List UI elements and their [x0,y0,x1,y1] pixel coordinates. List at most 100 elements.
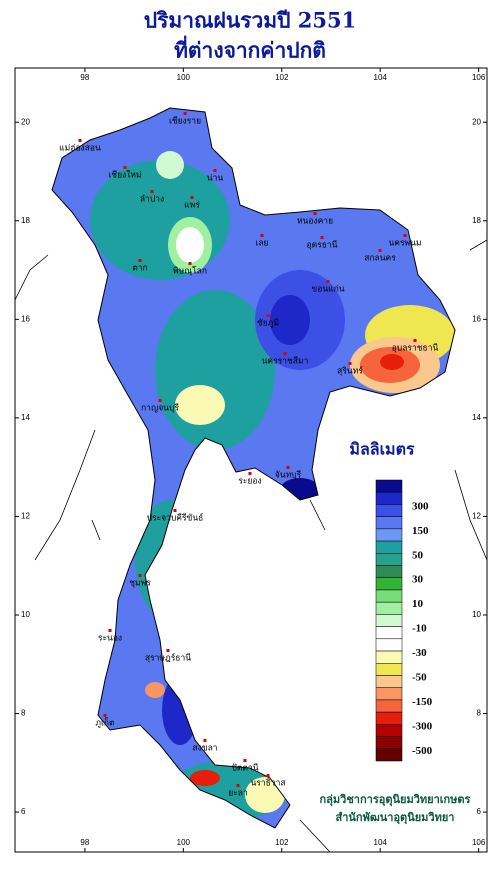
legend-swatch [375,663,403,676]
place-label: ประจวบคีรีขันธ์ [147,513,204,524]
station [413,339,417,342]
place-label: ตาก [132,264,147,274]
place-label: จันทบุรี [275,470,302,481]
legend-label: 50 [412,549,424,561]
station [348,362,352,365]
y-tick-label: 10 [472,610,481,619]
x-tick-label: 106 [472,838,486,847]
legend-swatch [375,577,403,591]
place-label: กาญจนบุรี [141,403,179,414]
place-label: พิษณุโลก [173,266,207,277]
legend-swatch [375,687,403,701]
legend-label: -10 [412,623,427,635]
station [78,139,82,142]
station [166,649,170,652]
y-tick-label: 10 [21,610,30,619]
place-label: ยะลา [228,789,248,799]
legend-swatch [375,711,403,725]
legend-label: 150 [412,525,429,537]
station [138,259,142,262]
y-tick-label: 8 [477,709,482,718]
station [108,629,112,632]
place-label: ชัยภูมิ [257,319,279,329]
station [320,236,324,239]
legend-label: -30 [412,647,427,659]
station [173,509,177,512]
legend-label: -150 [412,696,433,708]
station [243,759,247,762]
place-label: สกลนคร [364,254,396,264]
place-label: ลำปาง [140,195,164,205]
y-tick-label: 18 [472,216,481,225]
x-tick-label: 104 [374,838,388,847]
x-tick-label: 100 [177,838,191,847]
place-label: สุรินทร์ [337,366,363,377]
station [213,169,217,172]
station [158,399,162,402]
y-tick-label: 6 [21,807,26,816]
place-label: อุบลราชธานี [392,343,439,354]
station [403,234,407,237]
y-tick-label: 20 [472,117,481,126]
legend-title: มิลลิเมตร [349,440,415,459]
station [313,212,317,215]
place-label: น่าน [207,174,224,184]
y-tick-label: 8 [21,709,26,718]
legend-swatch [375,565,403,578]
neighbour-lines [14,239,488,853]
place-label: สุราษฎร์ธานี [145,653,191,664]
y-tick-label: 14 [472,413,481,422]
legend-swatch [375,736,403,750]
place-label: แม่ฮ่องสอน [59,144,101,154]
place-label: ชุมพร [129,579,151,589]
legend-swatch [375,589,403,603]
place-label: สงขลา [192,744,217,754]
credit: กลุ่มวิชาการอุตุนิยมวิทยาเกษตร [320,793,471,807]
legend-swatch [375,626,403,640]
legend-swatch [375,601,403,615]
station [203,739,207,742]
legend-label: -300 [412,720,433,732]
title: ปริมาณฝนรวมปี 2551 [144,8,356,33]
x-tick-label: 98 [80,838,89,847]
place-label: อุดรธานี [307,240,338,251]
y-tick-label: 12 [21,512,30,521]
legend-swatch [375,675,403,688]
legend-swatch [375,699,403,713]
legend-label: -50 [412,671,427,683]
station [266,314,270,317]
y-tick-label: 12 [472,512,481,521]
station [103,714,107,717]
y-tick-label: 20 [21,117,30,126]
credit: สำนักพัฒนาอุตุนิยมวิทยา [336,811,455,825]
legend-swatch [375,614,403,627]
x-tick-label: 98 [80,73,89,82]
legend-swatch [375,491,403,505]
y-tick-label: 16 [21,314,30,323]
station [190,196,194,199]
place-label: ปัตตานี [231,763,258,774]
station [236,784,240,787]
place-label: ภูเก็ต [95,717,114,729]
y-tick-label: 16 [472,314,481,323]
place-label: เชียงราย [169,116,201,127]
subtitle: ที่ต่างจากค่าปกติ [174,35,326,63]
place-label: เลย [255,239,268,249]
legend-swatch [375,748,403,762]
legend-swatch [375,528,403,542]
place-label: ระนอง [98,634,122,644]
x-tick-label: 100 [177,73,191,82]
place-label: แพร่ [184,201,200,211]
place-label: หนองคาย [297,217,333,227]
x-tick-label: 106 [472,73,486,82]
station [183,112,187,115]
station [283,352,287,355]
legend-label: -500 [412,745,433,757]
legend-swatch [375,540,403,554]
legend-swatch [375,504,403,517]
station [138,574,142,577]
place-label: นครราชสีมา [262,356,309,367]
x-tick-label: 102 [275,838,289,847]
station [266,774,270,777]
